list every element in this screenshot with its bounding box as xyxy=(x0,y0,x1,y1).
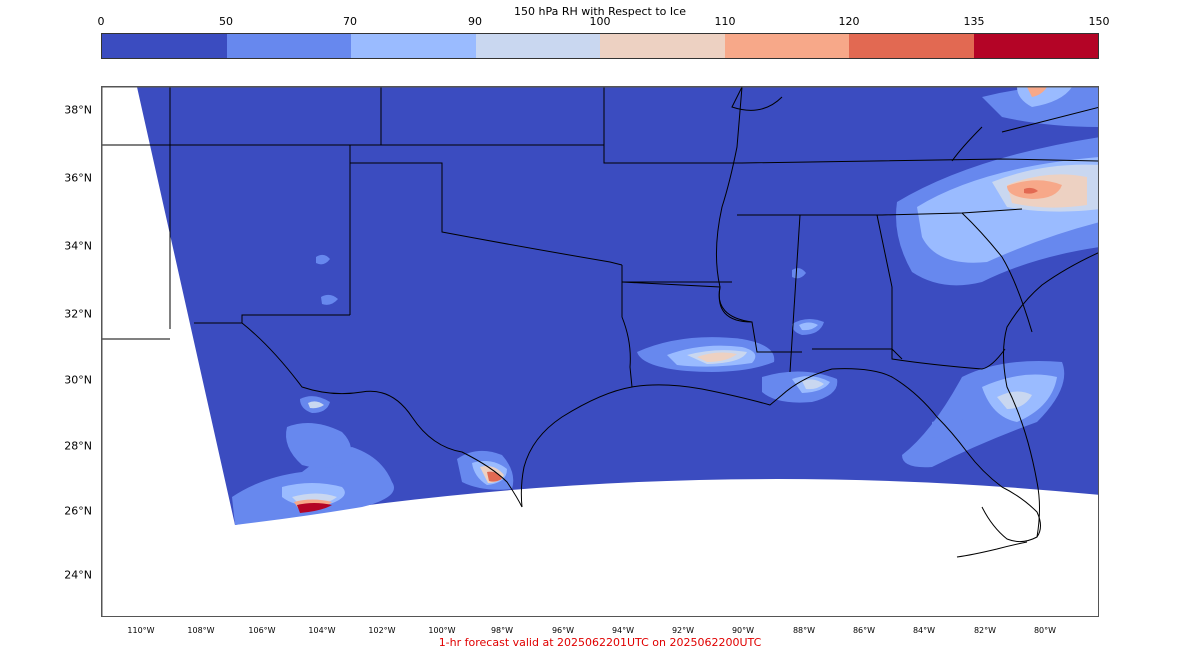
lon-label: 102°W xyxy=(368,626,396,635)
lat-label: 28°N xyxy=(64,439,92,453)
border-mississippi-alabama xyxy=(789,214,801,373)
rh-cell-new-mexico xyxy=(316,254,330,265)
border-rio-grande xyxy=(241,322,523,508)
colorbar-tick-labels: 0 50 70 90 100 110 120 135 150 xyxy=(97,15,1110,29)
border-northeast xyxy=(731,87,1098,162)
lat-label: 26°N xyxy=(64,504,92,518)
lon-label: 108°W xyxy=(187,626,215,635)
border-tennessee-south xyxy=(737,208,1023,216)
colorbar-segment xyxy=(600,34,725,58)
colorbar xyxy=(101,33,1099,59)
rh-band-big-bend xyxy=(308,401,324,409)
colorbar-title: 150 hPa RH with Respect to Ice xyxy=(514,5,686,18)
rh-band-northeast xyxy=(1027,87,1047,97)
lon-label: 104°W xyxy=(308,626,336,635)
colorbar-segment xyxy=(102,34,227,58)
colorbar-tick: 70 xyxy=(343,15,357,28)
border-alabama-georgia xyxy=(876,214,983,370)
lon-label: 80°W xyxy=(1033,626,1057,635)
rh-band-south-texas xyxy=(286,423,351,468)
lat-label: 34°N xyxy=(64,239,92,253)
rh-band-coastal-bend xyxy=(487,471,502,482)
lon-label: 84°W xyxy=(912,626,936,635)
colorbar-segment xyxy=(849,34,974,58)
rh-band-northeast xyxy=(982,87,1098,127)
lon-label: 86°W xyxy=(852,626,876,635)
lon-label: 88°W xyxy=(792,626,816,635)
colorbar-segment xyxy=(351,34,476,58)
border-georgia-east xyxy=(981,348,1006,370)
rh-band-southeast xyxy=(1024,187,1038,194)
colorbar-tick: 100 xyxy=(589,15,611,28)
colorbar-tick: 150 xyxy=(1088,15,1110,28)
lon-label: 82°W xyxy=(973,626,997,635)
map-canvas xyxy=(102,87,1098,616)
rh-band-mississippi xyxy=(799,322,818,331)
border-louisiana xyxy=(621,282,633,388)
rh-cell-alabama xyxy=(792,268,806,279)
colorbar-tick: 110 xyxy=(714,15,736,28)
lon-label: 106°W xyxy=(248,626,276,635)
lon-label: 96°W xyxy=(551,626,575,635)
border-georgia-carolina xyxy=(961,212,1033,333)
lat-label: 36°N xyxy=(64,171,92,185)
rh-cell-new-mexico xyxy=(321,294,338,305)
rh-band-louisiana xyxy=(697,352,737,362)
border-texas-oklahoma xyxy=(350,162,623,266)
rh-band-florida xyxy=(997,391,1032,409)
map-panel xyxy=(101,86,1099,617)
border-arkansas-north xyxy=(603,87,742,164)
colorbar-tick: 120 xyxy=(838,15,860,28)
lat-label: 32°N xyxy=(64,307,92,321)
colorbar-segment xyxy=(475,34,600,58)
forecast-domain xyxy=(137,87,1098,525)
lat-label: 30°N xyxy=(64,373,92,387)
coastline-florida-atlantic xyxy=(1003,252,1098,538)
lon-label: 90°W xyxy=(731,626,755,635)
lat-label: 24°N xyxy=(64,568,92,582)
colorbar-tick: 0 xyxy=(97,15,105,28)
rh-band-florida xyxy=(932,418,972,439)
rh-band-gulf-coast xyxy=(802,379,824,390)
colorbar-tick: 135 xyxy=(963,15,985,28)
border-oklahoma-panhandle xyxy=(102,144,351,315)
colorbar-segment xyxy=(973,34,1098,58)
lon-label: 98°W xyxy=(490,626,514,635)
coastline-florida-keys xyxy=(956,541,1028,558)
colorbar-segment xyxy=(724,34,849,58)
rh-field xyxy=(137,87,1098,525)
colorbar-tick: 90 xyxy=(468,15,482,28)
lon-label: 92°W xyxy=(671,626,695,635)
border-tennessee xyxy=(741,158,1098,164)
colorbar-segment xyxy=(226,34,351,58)
lon-label: 110°W xyxy=(127,626,155,635)
state-borders xyxy=(102,87,1098,558)
rh-band-south-texas xyxy=(297,503,332,513)
colorbar-tick: 50 xyxy=(219,15,233,28)
forecast-caption: 1-hr forecast valid at 2025062201UTC on … xyxy=(438,636,762,649)
lon-label: 100°W xyxy=(428,626,456,635)
border-florida-panhandle xyxy=(812,348,903,360)
lon-label: 94°W xyxy=(611,626,635,635)
coastline-gulf xyxy=(520,368,1041,543)
border-louisiana-mississippi xyxy=(621,281,802,353)
lat-label: 38°N xyxy=(64,103,92,117)
border-mississippi-river xyxy=(715,87,753,323)
border-texas-new-mexico xyxy=(194,314,350,324)
